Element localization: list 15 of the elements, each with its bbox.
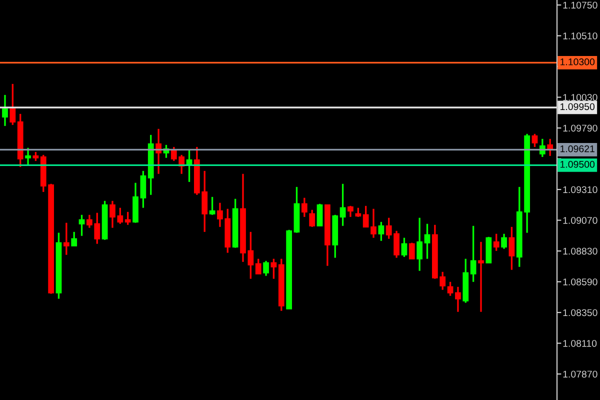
y-tick-label: 1.09790 [563,124,598,132]
y-tick-label: 1.09070 [563,216,598,224]
ref-line-label: 1.09500 [560,160,595,168]
y-tick-label: 1.10750 [563,2,598,9]
y-tick-label: 1.07870 [563,370,598,378]
y-tick-label: 1.08830 [563,248,598,255]
y-tick-label: 1.08590 [563,278,598,286]
y-tick-label: 1.09310 [563,186,598,194]
y-tick-label: 1.10510 [563,32,598,40]
y-tick-label: 1.08110 [563,340,597,347]
y-tick-label: 1.08350 [563,309,598,316]
y-tick-label: 1.10030 [563,94,598,101]
ref-line-label: 1.09621 [560,145,594,152]
ref-line-label: 1.09950 [560,103,595,110]
ref-line-label: 1.10300 [560,58,595,66]
